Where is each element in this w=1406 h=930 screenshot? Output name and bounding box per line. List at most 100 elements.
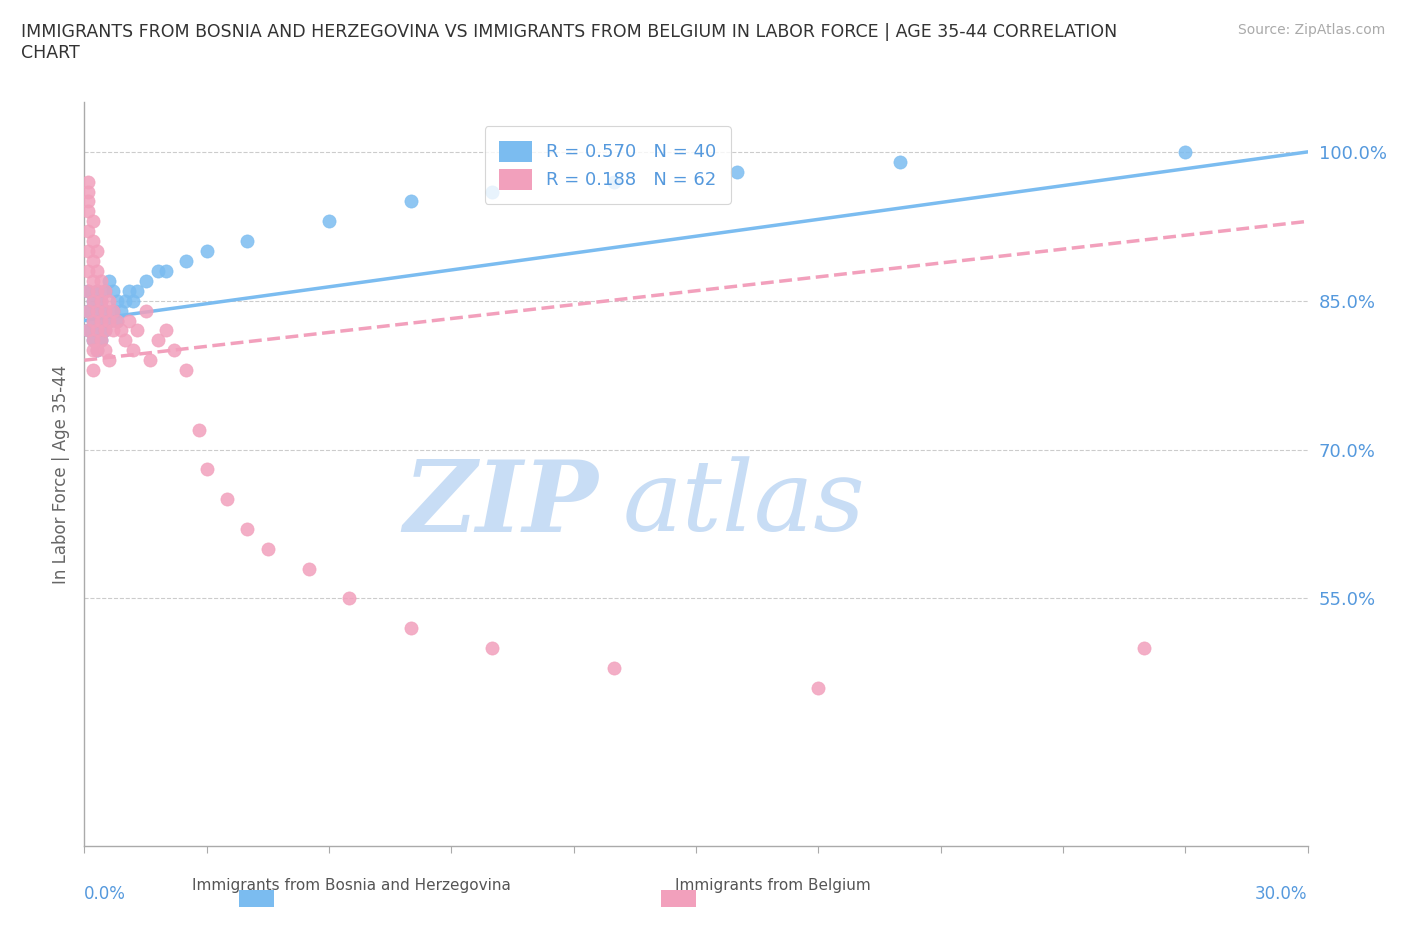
Text: IMMIGRANTS FROM BOSNIA AND HERZEGOVINA VS IMMIGRANTS FROM BELGIUM IN LABOR FORCE: IMMIGRANTS FROM BOSNIA AND HERZEGOVINA V…: [21, 23, 1118, 62]
Point: [155, 263, 177, 278]
Point: [97, 352, 120, 367]
Point: [93, 343, 115, 358]
Point: [90, 333, 112, 348]
Text: ZIP: ZIP: [404, 456, 598, 552]
Point: [86, 284, 108, 299]
Text: Immigrants from Belgium: Immigrants from Belgium: [675, 878, 872, 893]
Y-axis label: In Labor Force | Age 35-44: In Labor Force | Age 35-44: [52, 365, 70, 584]
Point: [77, 284, 100, 299]
Point: [93, 303, 115, 318]
Point: [82, 293, 104, 308]
Point: [236, 233, 259, 248]
Point: [86, 303, 108, 318]
Point: [105, 313, 128, 328]
Point: [399, 620, 422, 635]
Point: [82, 333, 104, 348]
Point: [101, 303, 124, 318]
Point: [339, 591, 361, 605]
Point: [82, 363, 104, 378]
Point: [93, 303, 115, 318]
Point: [105, 293, 128, 308]
Point: [82, 273, 104, 288]
Point: [101, 284, 124, 299]
Point: [86, 284, 108, 299]
Point: [93, 284, 115, 299]
Point: [217, 492, 239, 507]
Point: [90, 273, 112, 288]
Point: [481, 641, 503, 656]
Point: [86, 323, 108, 338]
Point: [298, 561, 321, 576]
Point: [82, 233, 104, 248]
Point: [603, 174, 626, 189]
Point: [114, 293, 136, 308]
Point: [86, 303, 108, 318]
Point: [90, 313, 112, 328]
Point: [1174, 144, 1197, 159]
Point: [105, 313, 128, 328]
Point: [93, 323, 115, 338]
Point: [187, 422, 209, 437]
Point: [257, 541, 280, 556]
Point: [93, 323, 115, 338]
Point: [110, 303, 132, 318]
Point: [603, 660, 626, 675]
Point: [86, 244, 108, 259]
Point: [90, 333, 112, 348]
Point: [82, 333, 104, 348]
Point: [101, 323, 124, 338]
Point: [77, 323, 100, 338]
Point: [146, 333, 169, 348]
Point: [155, 323, 177, 338]
Point: [174, 363, 197, 378]
Point: [118, 313, 141, 328]
Point: [77, 244, 100, 259]
Point: [77, 194, 100, 209]
Point: [90, 293, 112, 308]
Point: [135, 273, 157, 288]
Point: [114, 333, 136, 348]
Text: 0.0%: 0.0%: [84, 885, 127, 903]
Point: [90, 313, 112, 328]
Point: [82, 313, 104, 328]
Point: [77, 303, 100, 318]
Point: [146, 263, 169, 278]
Point: [97, 313, 120, 328]
Point: [77, 174, 100, 189]
Text: Immigrants from Bosnia and Herzegovina: Immigrants from Bosnia and Herzegovina: [193, 878, 510, 893]
Point: [807, 680, 830, 695]
Point: [889, 154, 911, 169]
Text: Source: ZipAtlas.com: Source: ZipAtlas.com: [1237, 23, 1385, 37]
Point: [97, 273, 120, 288]
Point: [86, 343, 108, 358]
Point: [127, 323, 149, 338]
Point: [77, 263, 100, 278]
Point: [77, 204, 100, 219]
Text: atlas: atlas: [623, 457, 865, 551]
Point: [77, 284, 100, 299]
Point: [127, 284, 149, 299]
Point: [481, 184, 503, 199]
Point: [110, 323, 132, 338]
Text: 30.0%: 30.0%: [1256, 885, 1308, 903]
Point: [195, 462, 218, 477]
Point: [318, 214, 340, 229]
Point: [236, 522, 259, 537]
Point: [101, 303, 124, 318]
Point: [135, 303, 157, 318]
Point: [399, 194, 422, 209]
Point: [97, 293, 120, 308]
Point: [93, 284, 115, 299]
Point: [97, 313, 120, 328]
Point: [82, 254, 104, 269]
Point: [86, 263, 108, 278]
Point: [77, 224, 100, 239]
Point: [82, 313, 104, 328]
Point: [118, 284, 141, 299]
Point: [174, 254, 197, 269]
Point: [138, 352, 160, 367]
Point: [86, 323, 108, 338]
Point: [86, 343, 108, 358]
Point: [77, 184, 100, 199]
Point: [163, 343, 186, 358]
